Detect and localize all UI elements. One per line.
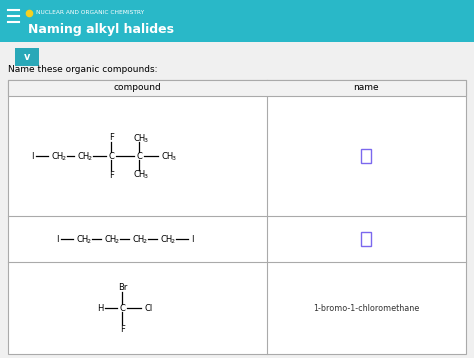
Bar: [8, 80, 466, 354]
Text: CH: CH: [133, 170, 146, 179]
Text: 3: 3: [172, 156, 175, 161]
Text: Cl: Cl: [144, 304, 153, 313]
Text: CH: CH: [76, 235, 89, 244]
Text: 2: 2: [114, 239, 118, 244]
Text: I: I: [56, 235, 59, 244]
Text: CH: CH: [51, 152, 64, 161]
Text: F: F: [109, 133, 114, 142]
Text: CH: CH: [133, 134, 146, 143]
Text: 2: 2: [142, 239, 146, 244]
Text: name: name: [354, 83, 379, 92]
Text: Naming alkyl halides: Naming alkyl halides: [28, 24, 174, 37]
Text: 2: 2: [170, 239, 174, 244]
Bar: [361, 232, 372, 246]
Text: v: v: [24, 52, 30, 62]
Text: 2: 2: [87, 156, 91, 161]
Text: compound: compound: [113, 83, 161, 92]
Text: CH: CH: [161, 152, 173, 161]
Text: CH: CH: [104, 235, 117, 244]
Text: Br: Br: [118, 282, 127, 292]
Text: 2: 2: [62, 156, 65, 161]
Bar: [0, 0, 474, 42]
Text: F: F: [109, 171, 114, 180]
Text: 3: 3: [143, 138, 147, 143]
Text: 3: 3: [143, 174, 147, 179]
Text: F: F: [120, 325, 125, 334]
Text: C: C: [137, 152, 142, 161]
Text: C: C: [109, 152, 114, 161]
Bar: [361, 149, 372, 163]
Bar: [15, 48, 39, 66]
Text: Name these organic compounds:: Name these organic compounds:: [8, 66, 157, 74]
Bar: [8, 80, 466, 96]
Text: 2: 2: [86, 239, 91, 244]
Text: 1-bromo-1-chloromethane: 1-bromo-1-chloromethane: [313, 304, 419, 313]
Text: I: I: [191, 235, 194, 244]
Text: C: C: [119, 304, 125, 313]
Text: CH: CH: [132, 235, 145, 244]
Text: NUCLEAR AND ORGANIC CHEMISTRY: NUCLEAR AND ORGANIC CHEMISTRY: [36, 10, 144, 15]
Text: CH: CH: [77, 152, 90, 161]
Text: CH: CH: [160, 235, 173, 244]
Text: H: H: [97, 304, 104, 313]
Text: I: I: [31, 152, 34, 161]
